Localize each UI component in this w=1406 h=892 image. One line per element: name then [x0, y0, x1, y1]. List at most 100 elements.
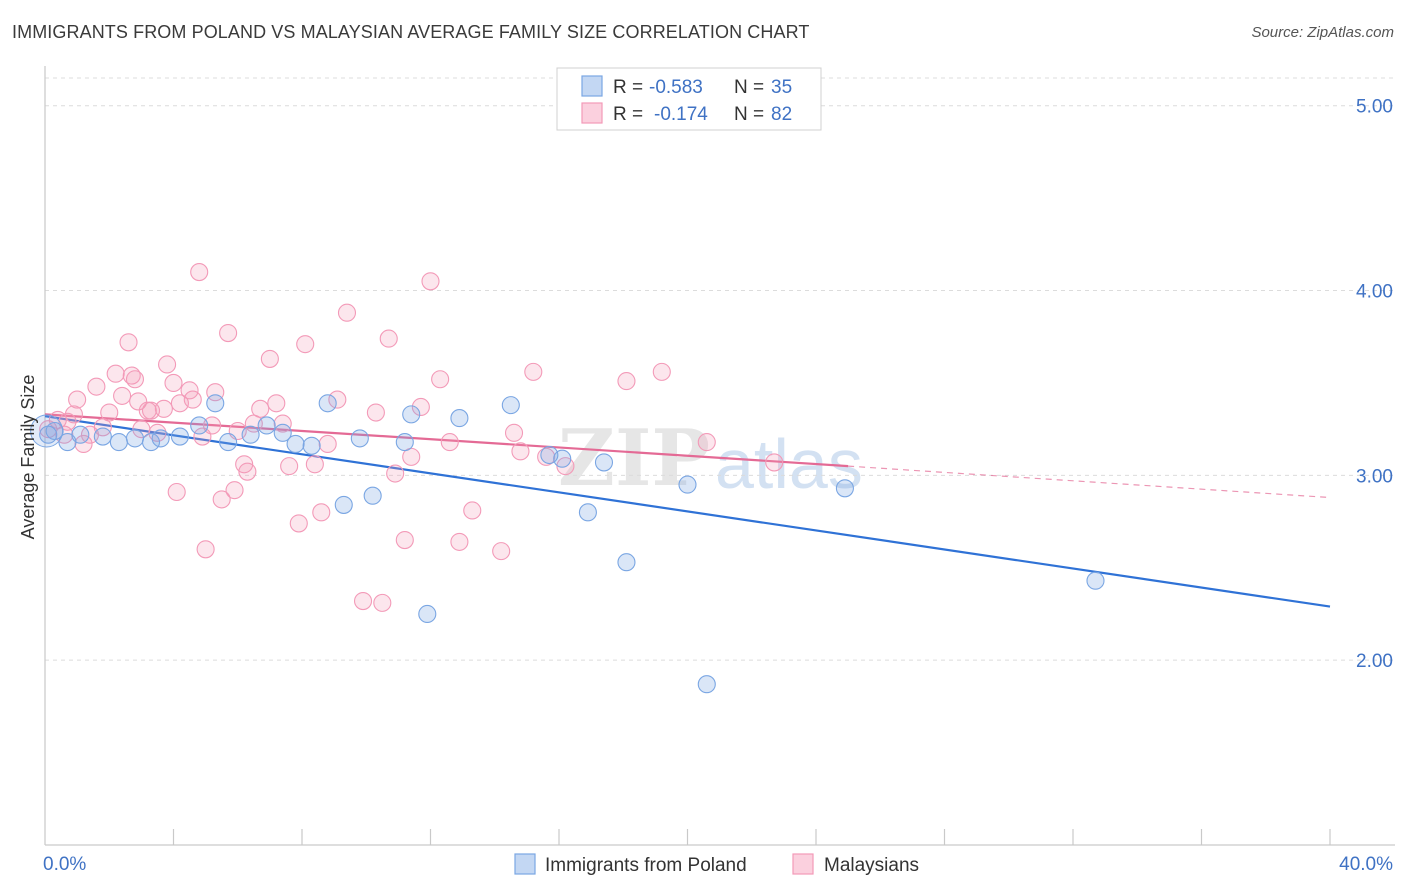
point-malaysians	[318, 434, 337, 453]
point-malaysians	[106, 364, 125, 383]
point-malaysians	[537, 447, 556, 466]
point-malaysians	[225, 481, 244, 500]
point-poland	[418, 604, 437, 624]
point-malaysians	[289, 514, 308, 533]
point-malaysians	[183, 390, 202, 409]
point-poland	[501, 396, 520, 415]
point-malaysians	[39, 420, 58, 439]
point-malaysians	[328, 390, 347, 409]
point-malaysians	[158, 355, 177, 374]
point-malaysians	[154, 399, 173, 418]
stats-r-label-poland: R =	[613, 77, 643, 98]
y-axis-title: Average Family Size	[18, 375, 38, 540]
chart-source: Source: ZipAtlas.com	[1251, 24, 1394, 41]
point-poland	[286, 434, 305, 453]
point-malaysians	[440, 433, 459, 452]
point-poland	[241, 425, 260, 444]
point-poland	[395, 433, 414, 452]
point-poland	[206, 394, 225, 413]
chart-title: IMMIGRANTS FROM POLAND VS MALAYSIAN AVER…	[12, 22, 810, 42]
point-malaysians	[203, 416, 222, 435]
point-poland	[678, 475, 697, 494]
point-malaysians	[511, 442, 530, 461]
point-malaysians	[129, 392, 148, 411]
trendline-ext-malaysians	[848, 465, 1331, 499]
point-malaysians	[251, 399, 270, 418]
stats-r-label-malaysians: R =	[613, 104, 643, 125]
point-malaysians	[119, 333, 138, 352]
point-malaysians	[219, 324, 238, 343]
point-malaysians	[373, 593, 392, 612]
point-poland	[1086, 571, 1105, 590]
point-malaysians	[431, 370, 450, 389]
point-malaysians	[167, 482, 186, 502]
point-malaysians	[190, 263, 209, 282]
point-malaysians	[164, 373, 183, 393]
point-malaysians	[100, 403, 119, 422]
point-malaysians	[58, 412, 77, 431]
point-poland	[257, 416, 276, 435]
point-poland	[450, 409, 469, 428]
point-malaysians	[386, 464, 405, 483]
point-poland	[350, 429, 369, 448]
point-malaysians	[312, 503, 331, 522]
stats-n-value-malaysians: 82	[771, 104, 792, 125]
point-malaysians	[196, 540, 215, 559]
point-malaysians	[280, 457, 299, 476]
watermark-zip: ZIP	[558, 413, 710, 504]
stats-swatch-poland	[581, 75, 603, 97]
trendlines	[44, 413, 1331, 608]
point-malaysians	[267, 394, 286, 413]
axes: 2.00 3.00 4.00 5.00	[44, 66, 1395, 846]
point-malaysians	[765, 453, 784, 472]
point-malaysians	[395, 530, 414, 550]
point-poland	[273, 423, 292, 442]
data-points	[30, 263, 1105, 694]
stats-n-value-poland: 35	[771, 77, 792, 98]
point-poland	[170, 427, 189, 446]
y-tick-label: 4.00	[1356, 282, 1393, 303]
stats-swatch-malaysians	[581, 102, 603, 124]
point-malaysians	[273, 414, 292, 433]
point-poland	[697, 675, 716, 694]
point-poland	[93, 427, 112, 446]
trendline-poland	[44, 415, 1331, 608]
point-poland-cluster	[30, 414, 64, 448]
point-malaysians	[617, 372, 636, 391]
point-malaysians	[366, 403, 385, 422]
stats-r-value-poland: -0.583	[649, 77, 703, 98]
point-malaysians	[463, 501, 482, 520]
point-poland	[617, 553, 636, 572]
series-legend: Immigrants from Poland Malaysians	[514, 853, 919, 876]
point-malaysians	[337, 303, 357, 322]
point-malaysians	[148, 423, 167, 442]
point-malaysians	[68, 390, 87, 409]
point-poland	[594, 453, 614, 472]
point-malaysians	[87, 377, 106, 396]
point-malaysians	[125, 370, 144, 389]
stats-n-label-poland: N =	[734, 77, 764, 98]
point-malaysians	[296, 335, 315, 354]
point-malaysians	[697, 433, 716, 452]
point-poland	[363, 486, 382, 505]
legend-swatch-malaysians	[792, 853, 814, 875]
point-malaysians	[421, 272, 440, 291]
x-tick-label-max: 40.0%	[1339, 854, 1393, 875]
point-poland	[553, 449, 572, 468]
watermark: ZIP atlas	[558, 413, 863, 504]
y-tick-label: 3.00	[1356, 466, 1393, 487]
point-malaysians	[450, 532, 469, 551]
point-malaysians	[353, 591, 373, 611]
y-tick-label: 2.00	[1356, 651, 1393, 672]
point-poland	[318, 394, 337, 413]
point-poland	[190, 416, 209, 435]
legend-label-poland: Immigrants from Poland	[545, 855, 747, 876]
stats-n-label-malaysians: N =	[734, 104, 764, 125]
point-malaysians	[212, 490, 231, 509]
point-poland	[125, 429, 144, 448]
point-poland	[334, 495, 353, 514]
trendline-malaysians	[44, 413, 849, 468]
point-malaysians	[524, 362, 543, 381]
stats-legend: R = -0.583 N = 35 R = -0.174 N = 82	[556, 67, 822, 131]
